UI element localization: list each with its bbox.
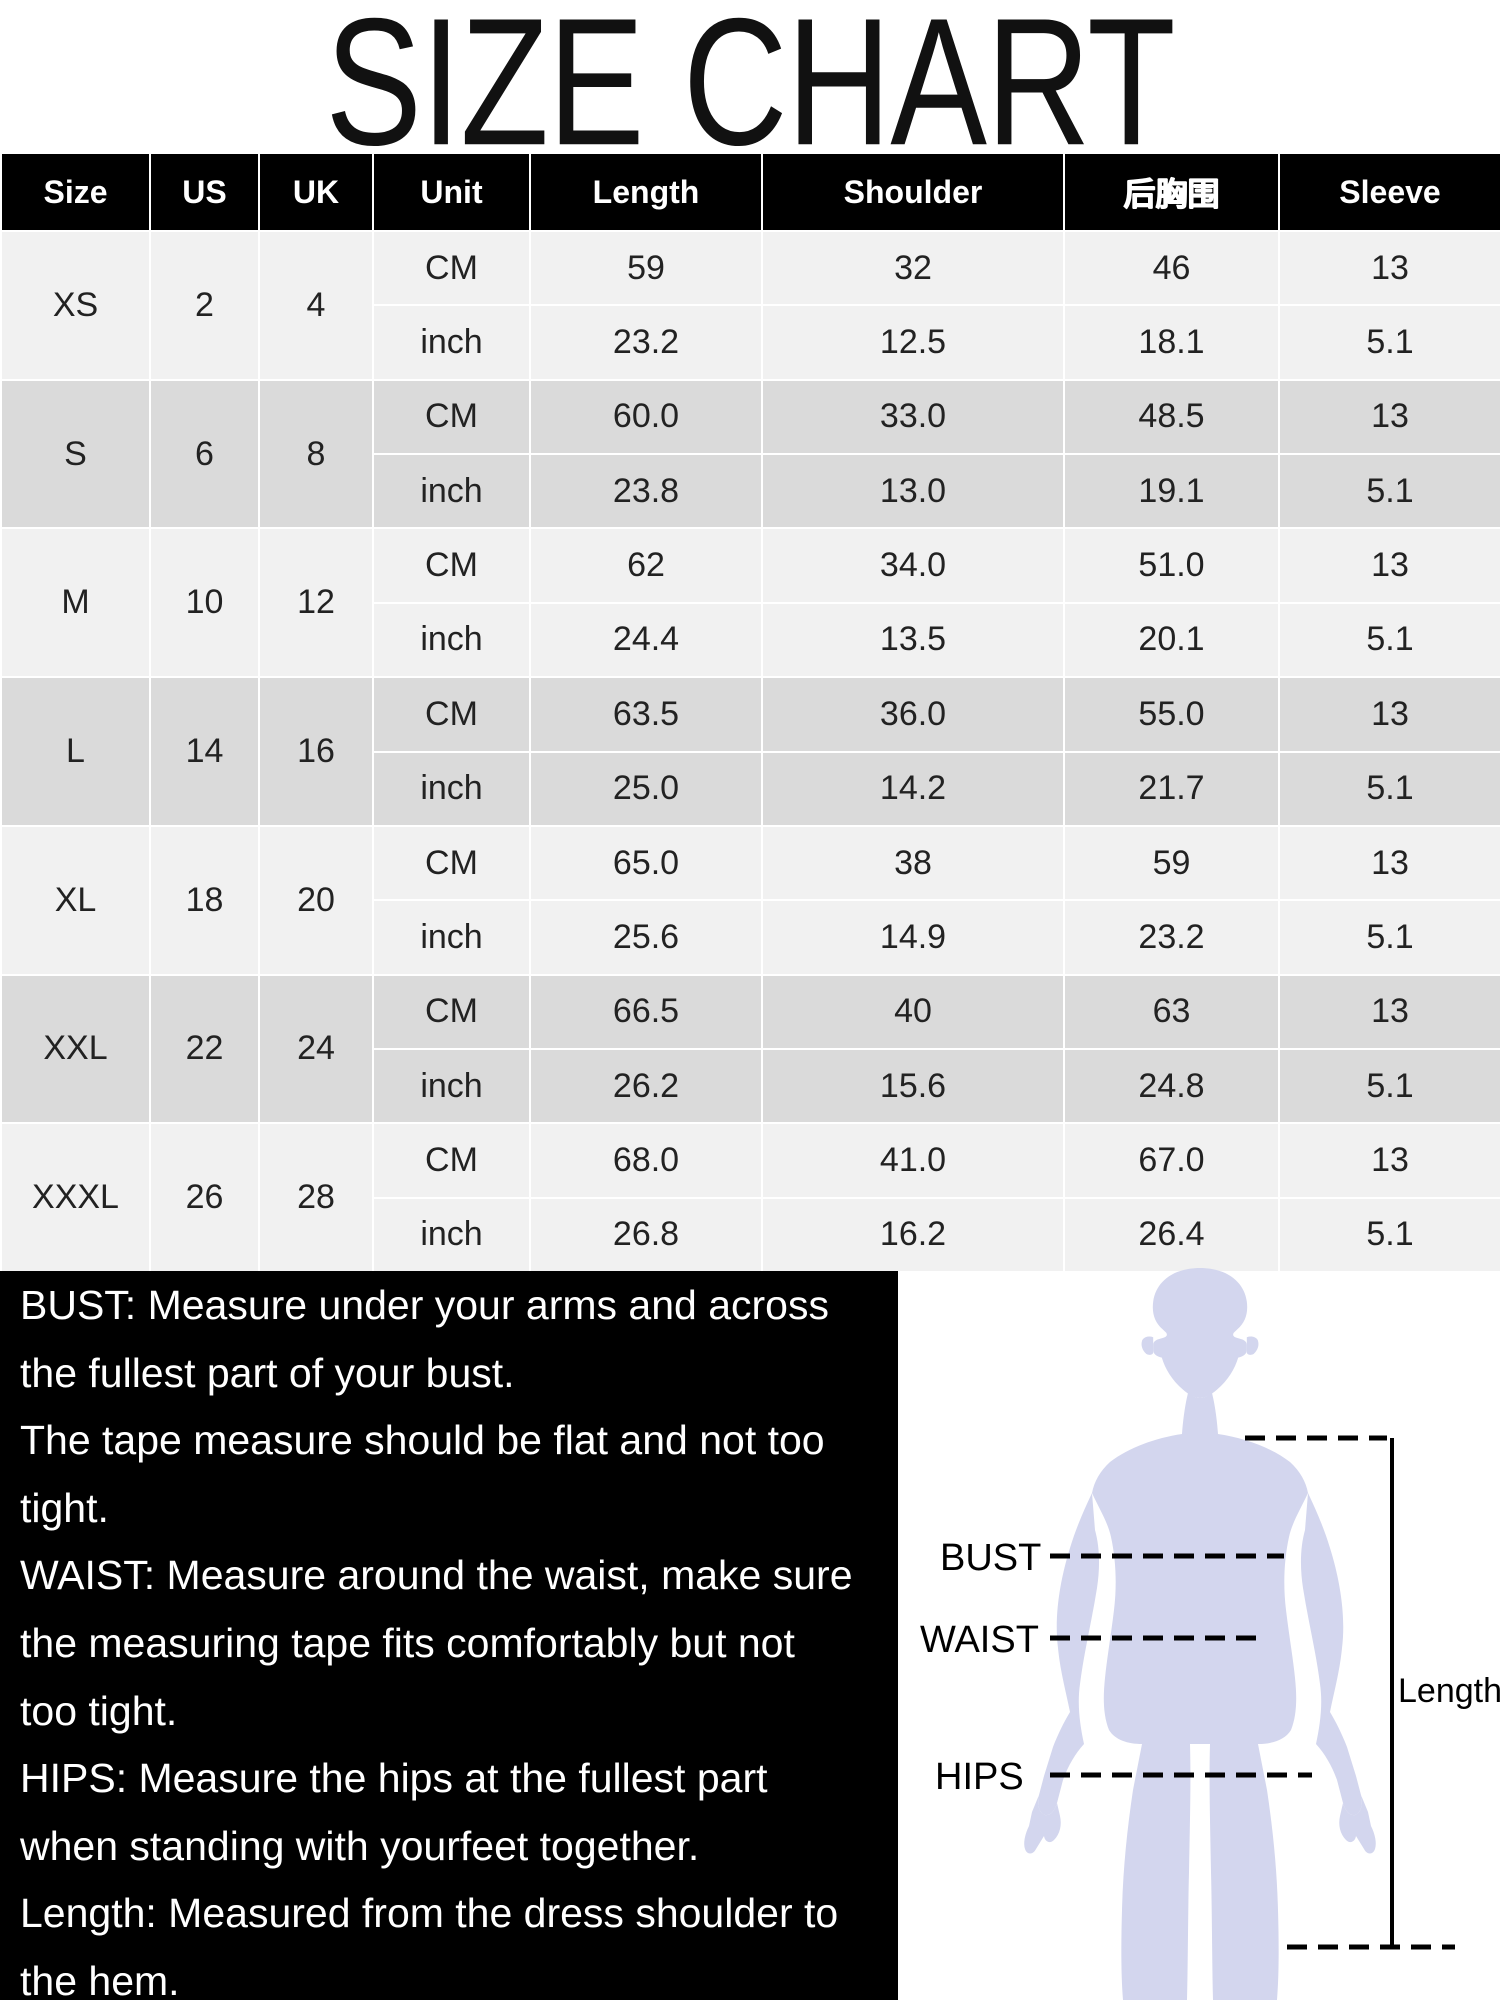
- svg-text:BUST: BUST: [940, 1537, 1041, 1579]
- svg-text:Length: Length: [1398, 1672, 1500, 1710]
- svg-text:HIPS: HIPS: [935, 1756, 1024, 1798]
- svg-text:WAIST: WAIST: [920, 1619, 1039, 1661]
